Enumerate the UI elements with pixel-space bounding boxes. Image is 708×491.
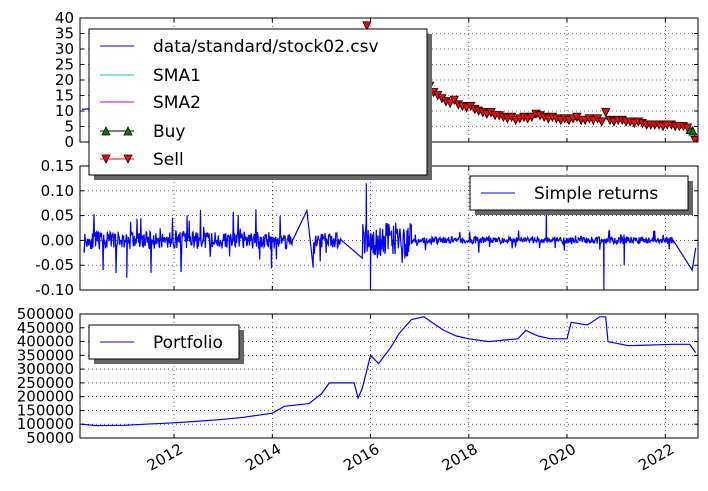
legend-sell-marker-left-icon [101,154,111,164]
returns-y-ticks: 0.15 0.10 0.05 0.00 -0.05 -0.10 [35,157,698,299]
x-tick-label: 2016 [340,440,382,475]
buy-marker [688,126,698,136]
sell-marker [597,117,607,127]
y-tick-label: 100000 [17,415,74,433]
sell-marker [362,21,372,31]
x-tick-label: 2022 [635,440,677,475]
x-tick-label: 2014 [242,440,284,475]
sell-marker [449,95,459,106]
y-tick-label: 450000 [17,319,74,337]
y-tick-label: 0.00 [41,231,74,249]
y-tick-label: 15 [55,87,74,105]
y-tick-label: 20 [55,71,74,89]
y-tick-label: 0.10 [41,182,74,200]
y-tick-label: 30 [55,40,74,58]
y-tick-label: 40 [55,9,74,27]
portfolio-axes-frame [79,313,699,439]
y-tick-label: 350000 [17,346,74,364]
sell-marker [682,123,693,133]
y-tick-label: 150000 [17,401,74,419]
y-tick-label: 400000 [17,333,74,351]
y-tick-label: 200000 [17,388,74,406]
sell-marker [527,112,537,123]
sell-marker [445,98,455,109]
portfolio-legend: Portfolio [88,324,244,364]
y-tick-label: -0.10 [35,281,74,299]
legend-label-sma2: SMA2 [153,93,201,113]
x-tick-label: 2018 [439,440,481,475]
returns-legend: Simple returns [469,175,693,215]
sell-marker [690,136,698,142]
legend-label-buy: Buy [153,122,186,142]
legend-sell-marker-right-icon [123,154,133,164]
legend-label-sma1: SMA1 [153,66,201,86]
returns-line [83,183,697,290]
legend-buy-marker-right-icon [123,126,133,136]
portfolio-line [81,316,697,427]
y-tick-label: 10 [55,102,74,120]
returns-series-group [83,183,697,290]
portfolio-y-ticks: 5000004500004000003500003000002500002000… [17,305,698,447]
x-tick-label: 2020 [537,440,579,475]
legend-buy-marker-left-icon [101,126,111,136]
portfolio-series-group [81,316,697,427]
legend-label-returns: Simple returns [534,184,658,204]
y-tick-label: 0.15 [41,157,74,175]
y-tick-label: 0 [64,133,74,151]
y-tick-label: -0.05 [35,256,74,274]
y-tick-label: 250000 [17,374,74,392]
legend-label-sell: Sell [153,150,184,170]
legend-label-portfolio: Portfolio [153,333,223,353]
y-tick-label: 5 [64,118,74,136]
y-tick-label: 25 [55,56,74,74]
price-legend: data/standard/stock02.csv SMA1 SMA2 Buy … [88,28,432,180]
trade-marker-group [362,21,698,142]
sell-marker [601,108,611,118]
returns-panel: 0.15 0.10 0.05 0.00 -0.05 -0.10 [35,157,699,299]
y-tick-label: 500000 [17,305,74,323]
y-tick-label: 35 [55,25,74,43]
date-x-ticks: 2012 2014 2016 2018 2020 2022 [144,440,677,475]
y-tick-label: 50000 [26,429,74,447]
legend-label-price: data/standard/stock02.csv [153,37,379,57]
y-tick-label: 300000 [17,360,74,378]
x-tick-label: 2012 [144,440,186,475]
y-tick-label: 0.05 [41,207,74,225]
price-legend-box [88,28,428,176]
